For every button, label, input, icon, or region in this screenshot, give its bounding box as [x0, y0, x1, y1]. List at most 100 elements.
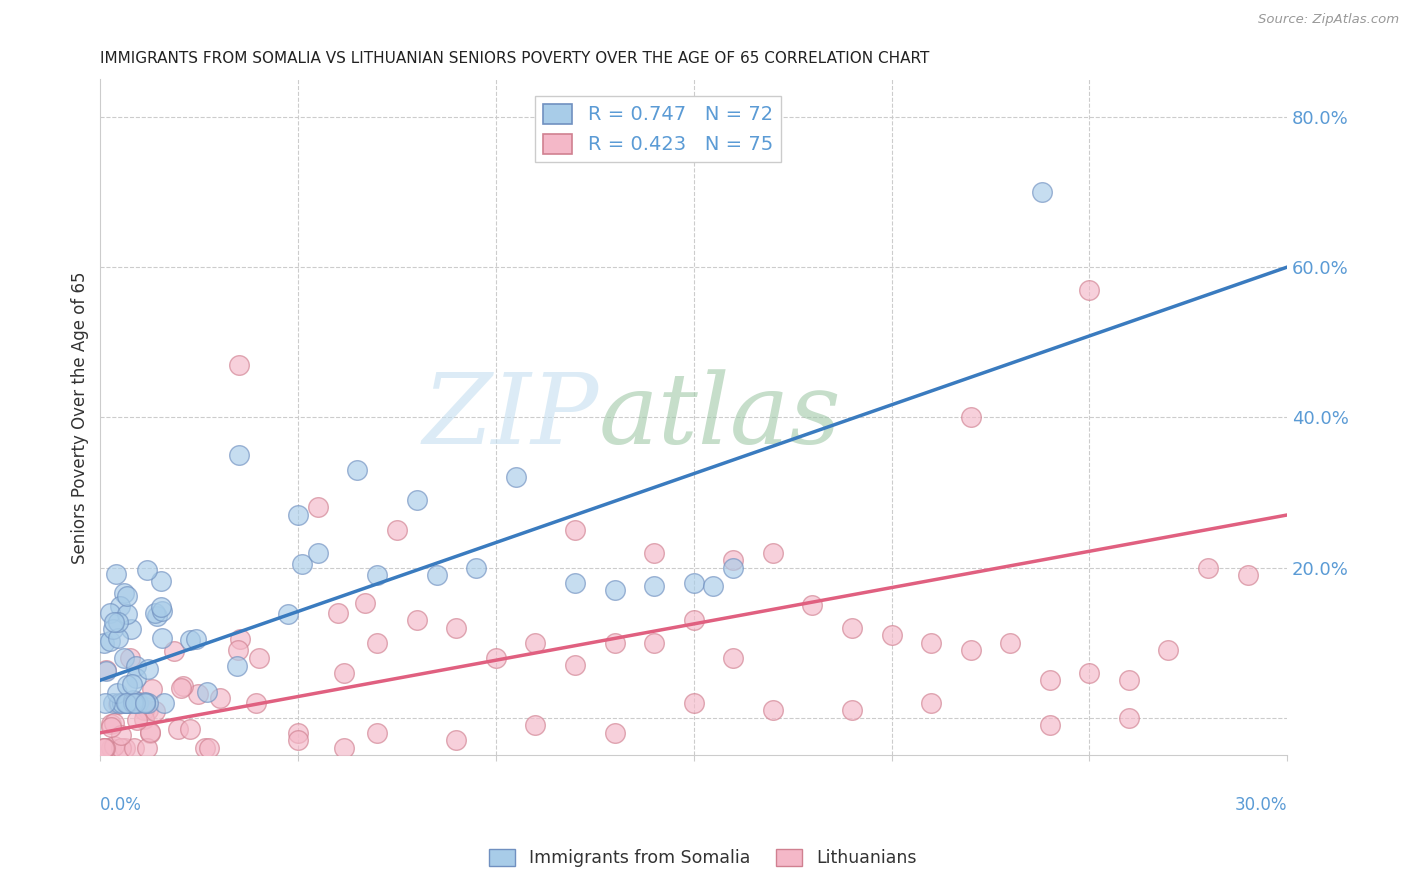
Point	[1197, 560, 1219, 574]
Point	[229, 632, 252, 646]
Point	[93, 740, 115, 755]
Point	[187, 687, 209, 701]
Point	[100, 720, 122, 734]
Point	[801, 598, 824, 612]
Point	[603, 726, 626, 740]
Point	[366, 726, 388, 740]
Point	[96, 664, 118, 678]
Point	[105, 686, 128, 700]
Point	[143, 606, 166, 620]
Point	[198, 740, 221, 755]
Point	[228, 358, 250, 372]
Point	[405, 493, 427, 508]
Point	[287, 508, 309, 522]
Point	[139, 725, 162, 739]
Point	[841, 621, 863, 635]
Text: Source: ZipAtlas.com: Source: ZipAtlas.com	[1258, 13, 1399, 27]
Point	[112, 586, 135, 600]
Point	[120, 650, 142, 665]
Point	[107, 698, 129, 712]
Point	[111, 696, 134, 710]
Point	[880, 628, 903, 642]
Point	[184, 632, 207, 646]
Point	[346, 463, 368, 477]
Point	[326, 606, 349, 620]
Point	[723, 560, 745, 574]
Point	[643, 635, 665, 649]
Point	[114, 740, 136, 755]
Point	[841, 703, 863, 717]
Point	[226, 643, 249, 657]
Point	[446, 621, 468, 635]
Point	[110, 740, 132, 755]
Point	[333, 665, 356, 680]
Point	[179, 633, 201, 648]
Point	[115, 696, 138, 710]
Point	[93, 740, 115, 755]
Legend: R = 0.747   N = 72, R = 0.423   N = 75: R = 0.747 N = 72, R = 0.423 N = 75	[536, 95, 780, 162]
Point	[762, 703, 785, 717]
Point	[1078, 665, 1101, 680]
Point	[101, 696, 124, 710]
Point	[226, 658, 249, 673]
Point	[96, 663, 118, 677]
Point	[121, 693, 143, 707]
Point	[150, 603, 173, 617]
Point	[998, 635, 1021, 649]
Point	[114, 650, 136, 665]
Point	[524, 718, 547, 732]
Point	[1157, 643, 1180, 657]
Point	[93, 636, 115, 650]
Point	[115, 607, 138, 622]
Point	[603, 583, 626, 598]
Point	[307, 545, 329, 559]
Point	[333, 740, 356, 755]
Point	[107, 631, 129, 645]
Point	[564, 658, 586, 673]
Point	[682, 696, 704, 710]
Point	[117, 696, 139, 710]
Point	[121, 677, 143, 691]
Point	[122, 740, 145, 755]
Point	[125, 671, 148, 685]
Point	[426, 568, 449, 582]
Point	[149, 574, 172, 588]
Point	[287, 733, 309, 747]
Point	[682, 613, 704, 627]
Point	[1236, 568, 1258, 582]
Point	[107, 615, 129, 629]
Point	[125, 694, 148, 708]
Point	[136, 740, 159, 755]
Point	[643, 579, 665, 593]
Point	[1118, 711, 1140, 725]
Point	[103, 739, 125, 754]
Point	[564, 575, 586, 590]
Point	[245, 696, 267, 710]
Point	[146, 609, 169, 624]
Point	[247, 650, 270, 665]
Point	[307, 500, 329, 515]
Point	[194, 740, 217, 755]
Point	[153, 696, 176, 710]
Point	[108, 696, 131, 710]
Point	[127, 696, 149, 710]
Point	[208, 691, 231, 706]
Point	[132, 712, 155, 726]
Point	[1078, 283, 1101, 297]
Point	[98, 606, 121, 620]
Point	[702, 579, 724, 593]
Point	[682, 575, 704, 590]
Point	[114, 696, 136, 710]
Text: ZIP: ZIP	[423, 369, 599, 465]
Point	[115, 589, 138, 603]
Point	[505, 470, 527, 484]
Point	[100, 717, 122, 731]
Point	[94, 696, 117, 710]
Point	[643, 545, 665, 559]
Point	[366, 568, 388, 582]
Point	[134, 695, 156, 709]
Point	[134, 696, 156, 710]
Point	[170, 681, 193, 695]
Point	[762, 545, 785, 559]
Point	[603, 635, 626, 649]
